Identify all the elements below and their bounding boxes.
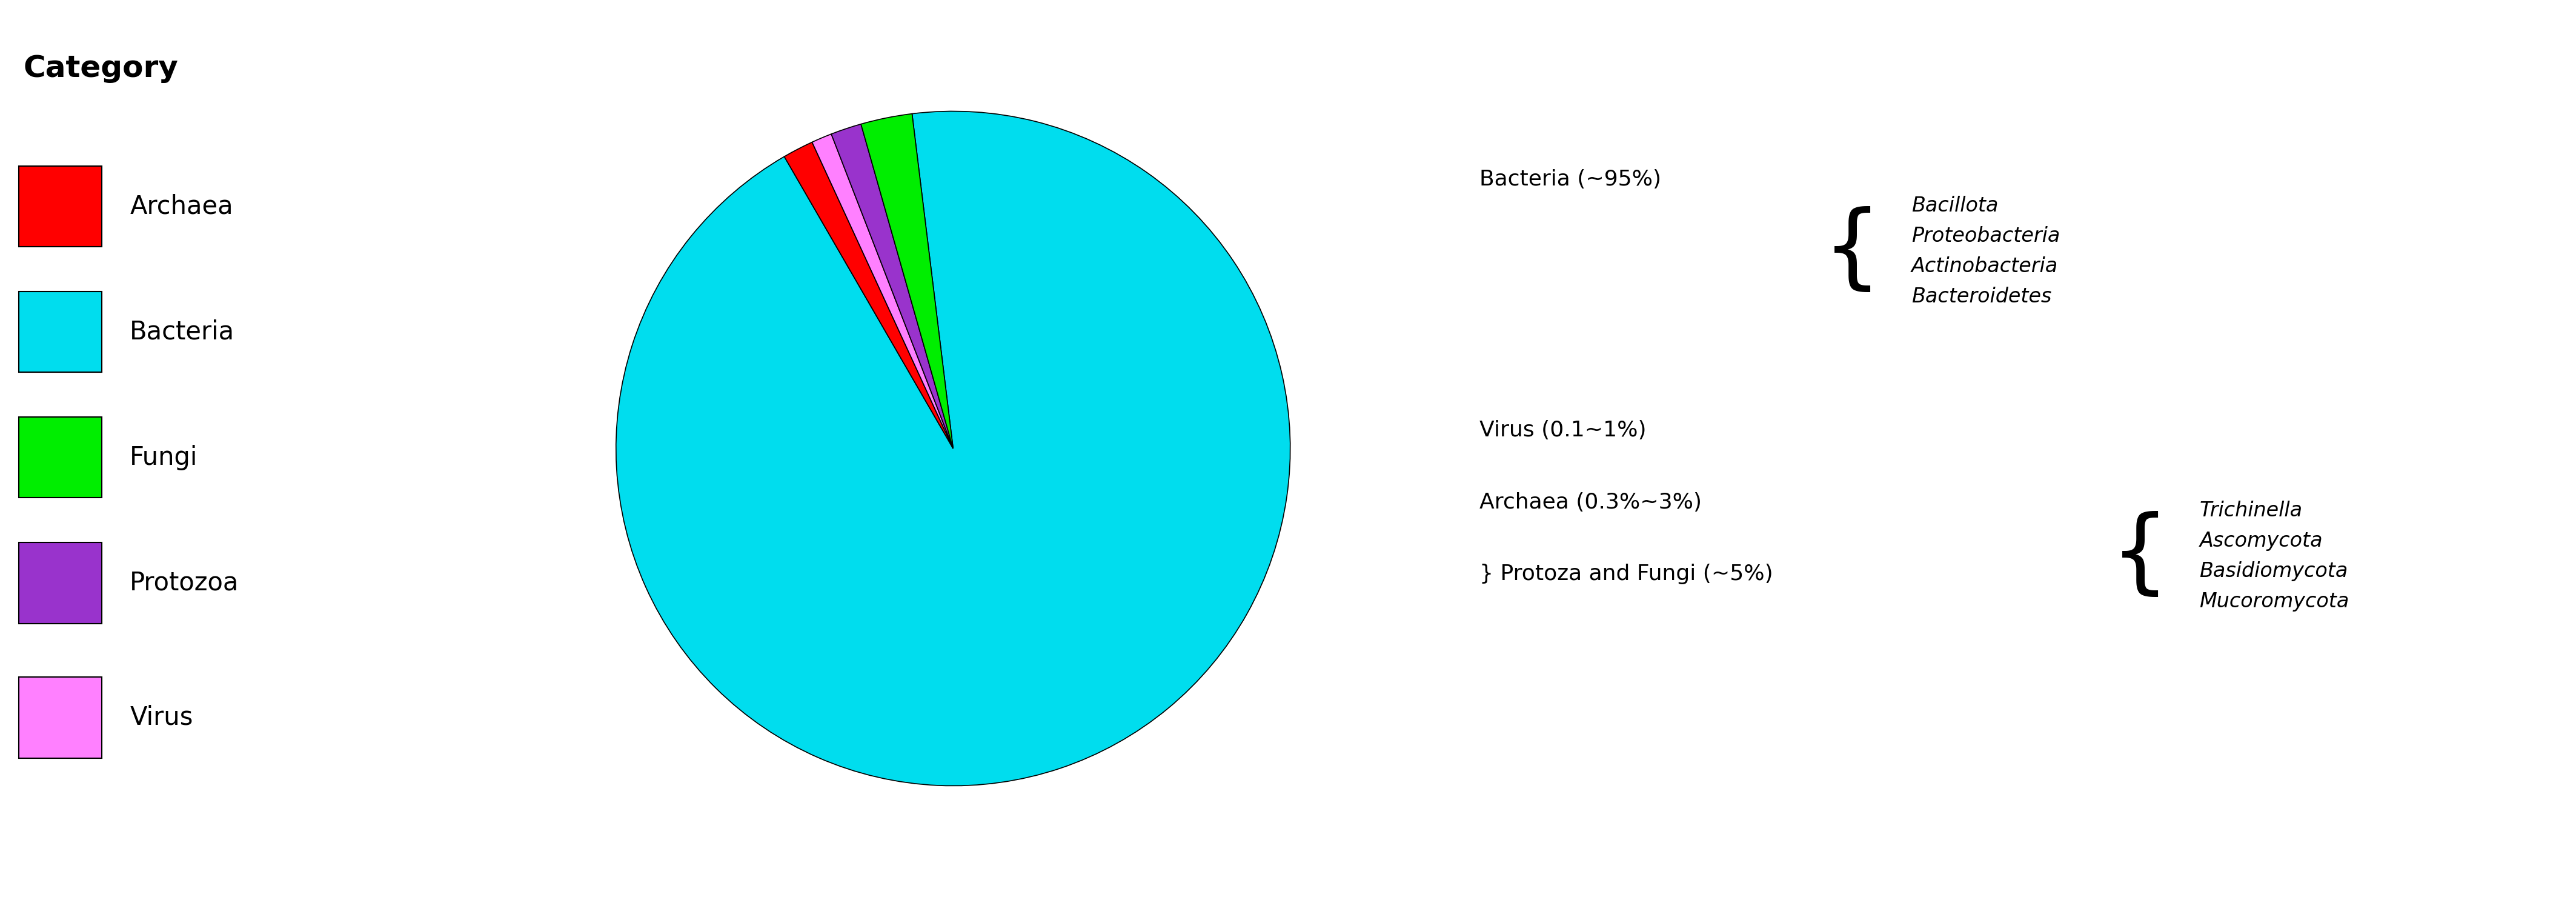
Wedge shape [811, 134, 953, 448]
Text: {: { [1824, 206, 1880, 296]
Bar [18, 677, 103, 758]
Wedge shape [832, 124, 953, 448]
Text: Bacteria: Bacteria [129, 319, 234, 344]
Wedge shape [860, 114, 953, 448]
Text: {: { [2110, 511, 2169, 601]
Wedge shape [783, 142, 953, 448]
Text: Archaea: Archaea [129, 194, 234, 219]
Bar [18, 292, 103, 372]
Bar [18, 166, 103, 247]
Wedge shape [616, 111, 1291, 786]
Text: Archaea (0.3%~3%): Archaea (0.3%~3%) [1479, 492, 1703, 512]
Text: Virus: Virus [129, 705, 193, 730]
Text: Fungi: Fungi [129, 445, 198, 470]
Text: Bacteria (~95%): Bacteria (~95%) [1479, 170, 1662, 189]
Bar [18, 417, 103, 498]
Text: Category: Category [23, 54, 178, 83]
Text: Bacillota
Proteobacteria
Actinobacteria
Bacteroidetes: Bacillota Proteobacteria Actinobacteria … [1911, 196, 2061, 307]
Text: } Protoza and Fungi (~5%): } Protoza and Fungi (~5%) [1479, 564, 1772, 584]
Text: Virus (0.1~1%): Virus (0.1~1%) [1479, 421, 1646, 440]
Text: Protozoa: Protozoa [129, 570, 240, 596]
Text: Trichinella
Ascomycota
Basidiomycota
Mucoromycota: Trichinella Ascomycota Basidiomycota Muc… [2200, 501, 2349, 612]
Bar [18, 543, 103, 623]
